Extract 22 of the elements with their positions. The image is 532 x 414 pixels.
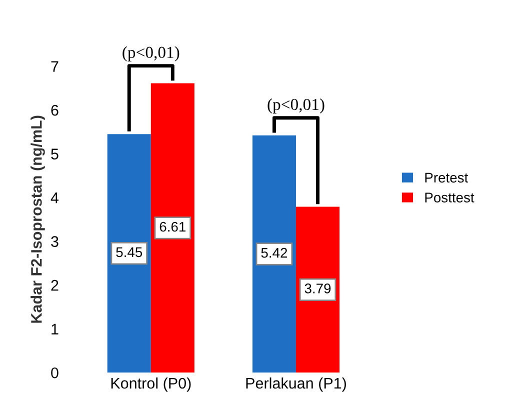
data-label: 5.45 (116, 247, 142, 258)
data-label: 6.61 (160, 222, 186, 232)
y-tick-label: 5 (51, 148, 58, 160)
y-tick-label: 3 (51, 236, 58, 247)
bar (150, 83, 194, 373)
y-axis-title: Kadar F2-Isoprostan (ng/mL) (30, 116, 45, 323)
y-tick-label: 1 (52, 324, 58, 334)
y-tick-label: 2 (51, 280, 58, 291)
data-label: 5.42 (261, 248, 288, 258)
y-tick-label: 6 (51, 104, 58, 116)
y-tick-label: 4 (50, 192, 59, 204)
data-label: 3.79 (304, 284, 331, 294)
y-tick-label: 0 (51, 367, 58, 378)
bar (107, 134, 151, 373)
text: (p<0,01) (122, 46, 180, 62)
annotation: (p<0,01) (268, 98, 324, 114)
y-tick-label: 7 (51, 61, 58, 72)
bar (252, 135, 296, 373)
legend-label: Pretest (425, 172, 468, 183)
x-tick-label: Perlakuan (P1) (246, 377, 346, 392)
x-tick-label: Kontrol (P0) (111, 377, 191, 392)
legend-label: Posttest (425, 192, 474, 202)
